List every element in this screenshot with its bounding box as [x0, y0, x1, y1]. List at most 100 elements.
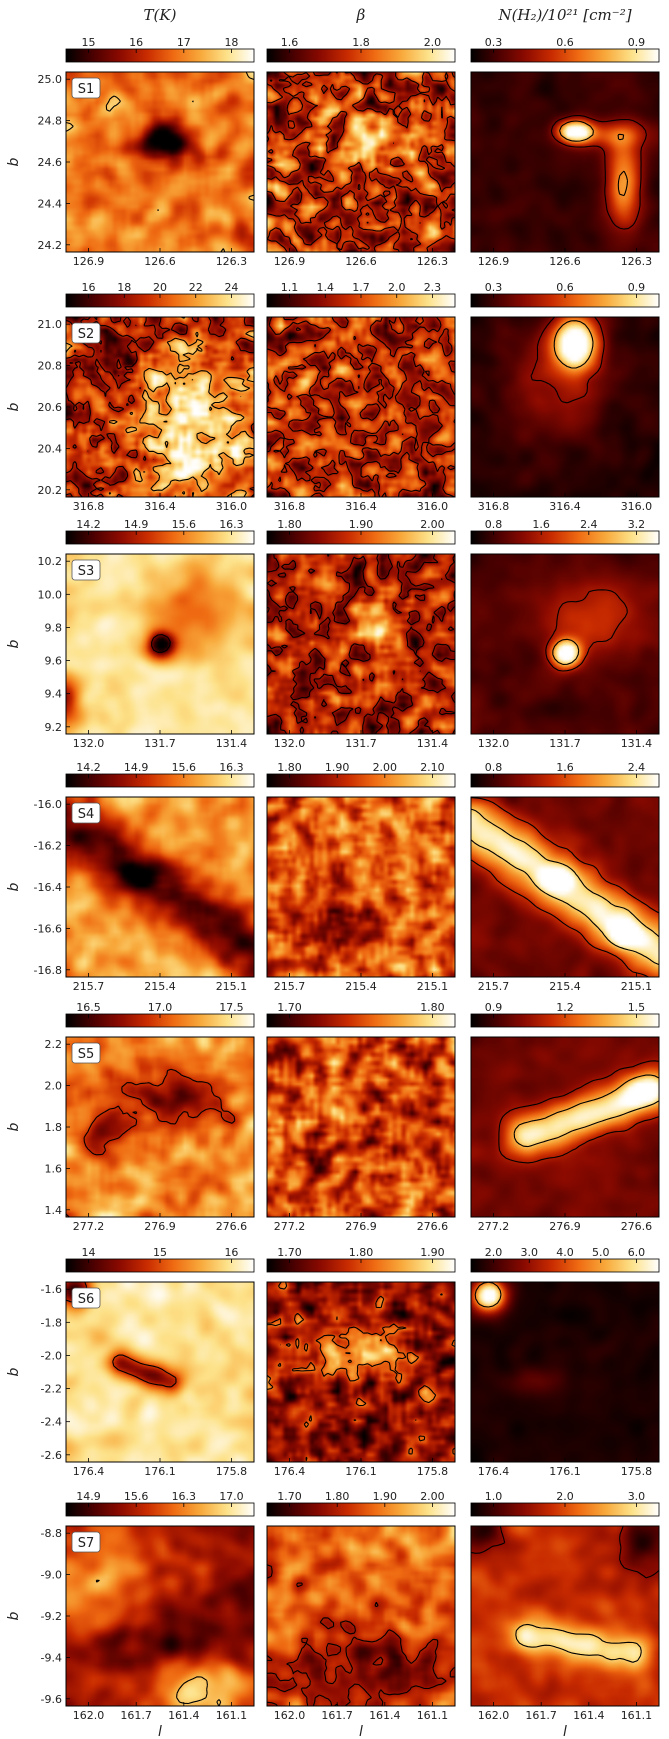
colorbar-tick-label: 5.0	[592, 1246, 610, 1259]
x-tick-label: 126.6	[345, 255, 377, 268]
contour-line	[65, 71, 255, 253]
y-tick-label: 9.2	[45, 721, 63, 734]
x-tick-label: 161.4	[168, 1709, 200, 1722]
y-tick-label: -16.0	[34, 798, 62, 811]
colorbar-tick-label: 0.9	[628, 36, 646, 49]
y-tick-label: 1.8	[45, 1121, 63, 1134]
colorbar-tick-label: 0.6	[556, 36, 574, 49]
x-tick-label: 276.9	[549, 1220, 581, 1233]
x-tick-label: 215.4	[549, 980, 581, 993]
y-tick-label: -9.4	[41, 1651, 62, 1664]
x-tick-label: 131.4	[216, 737, 248, 750]
y-tick-label: 9.4	[45, 688, 63, 701]
x-tick-label: 126.6	[549, 255, 581, 268]
y-tick-label: 20.4	[38, 442, 63, 455]
x-tick-label: 176.1	[549, 1465, 581, 1478]
colorbar-tick-label: 15.6	[172, 518, 197, 531]
source-label-box	[71, 802, 101, 824]
contour-line	[553, 320, 594, 369]
x-tick-label: 126.3	[621, 255, 653, 268]
x-tick-label: 161.1	[621, 1709, 653, 1722]
y-tick-label: 24.4	[38, 197, 63, 210]
source-label: S5	[78, 1047, 95, 1062]
y-tick-label: -9.2	[41, 1610, 62, 1623]
x-tick-label: 162.0	[73, 1709, 105, 1722]
y-tick-label: -1.6	[41, 1283, 62, 1296]
figure-row-s2: 16 18 20 22 24 316.8 316.4 316.0 21.0 20.8 20.6 20.…	[6, 281, 660, 513]
colorbar-tick-label: 2.4	[580, 518, 598, 531]
x-tick-label: 215.7	[274, 980, 306, 993]
figure-row-s5: 16.5 17.0 17.5 277.2 276.9 276.6 2.2 2.0 1.8 1.6 1…	[6, 1001, 660, 1233]
contour-line	[65, 316, 255, 498]
x-tick-label: 215.4	[144, 980, 176, 993]
y-tick-label: -2.0	[41, 1349, 62, 1362]
contour-line	[470, 1525, 660, 1579]
panel-s5-2: 1.70 1.80 277.2 276.9 276.6	[266, 1001, 456, 1233]
colorbar-tick-label: 16	[129, 36, 143, 49]
heatmap-image	[267, 72, 455, 252]
colorbar-tick-label: 17	[177, 36, 191, 49]
colorbar-tick-label: 2.3	[424, 281, 442, 294]
heatmap-image	[66, 317, 254, 497]
x-axis-label: l	[158, 1724, 162, 1739]
y-tick-label: 20.8	[38, 360, 63, 373]
x-tick-label: 132.0	[274, 737, 306, 750]
column-title-2: β	[356, 6, 366, 24]
y-tick-label: 1.6	[45, 1162, 63, 1175]
x-tick-label: 215.4	[345, 980, 377, 993]
colorbar-tick-label: 1.90	[373, 1490, 398, 1503]
x-axis-label: l	[563, 1724, 567, 1739]
colorbar-tick-label: 15	[82, 36, 96, 49]
colorbar-tick-label: 18	[224, 36, 238, 49]
heatmap-image	[267, 797, 455, 977]
x-tick-label: 276.9	[144, 1220, 176, 1233]
x-tick-label: 161.7	[321, 1709, 353, 1722]
x-tick-label: 176.1	[144, 1465, 176, 1478]
colorbar-tick-label: 1.7	[352, 281, 370, 294]
colorbar-tick-label: 2.0	[485, 1246, 503, 1259]
y-axis-label: b	[6, 639, 22, 648]
colorbar-tick-label: 16	[82, 281, 96, 294]
x-tick-label: 176.4	[478, 1465, 510, 1478]
x-tick-label: 316.8	[478, 500, 510, 513]
heatmap-image	[267, 1282, 455, 1462]
contour-line	[266, 316, 456, 498]
x-tick-label: 215.7	[73, 980, 105, 993]
heatmap-image	[471, 317, 659, 497]
colorbar-tick-label: 3.0	[521, 1246, 539, 1259]
heatmap-image	[66, 1037, 254, 1217]
colorbar-tick-label: 0.9	[485, 1001, 503, 1014]
x-tick-label: 161.1	[216, 1709, 248, 1722]
x-tick-label: 276.9	[345, 1220, 377, 1233]
y-tick-label: 20.6	[38, 401, 63, 414]
colorbar-tick-label: 1.4	[317, 281, 335, 294]
y-tick-label: 1.4	[45, 1204, 63, 1217]
panel-s7-1: 14.9 15.6 16.3 17.0 162.0 161.7 161.4 161.1 -8.8…	[6, 1490, 255, 1739]
x-tick-label: 316.8	[73, 500, 105, 513]
contour-line	[470, 808, 660, 966]
colorbar-tick-label: 15.6	[172, 761, 197, 774]
panel-s2-3: 0.3 0.6 0.9 316.8 316.4 316.0	[470, 281, 660, 513]
heatmap-image	[267, 1037, 455, 1217]
x-tick-label: 276.6	[417, 1220, 449, 1233]
colorbar-tick-label: 1.0	[485, 1490, 503, 1503]
x-tick-label: 131.7	[144, 737, 176, 750]
contour-line	[266, 1281, 456, 1461]
colorbar-tick-label: 14	[82, 1246, 96, 1259]
contour-line	[552, 638, 580, 665]
colorbar-tick-label: 18	[117, 281, 131, 294]
x-tick-label: 176.4	[73, 1465, 105, 1478]
colorbar-tick-label: 22	[189, 281, 203, 294]
panel-s6-2: 1.70 1.80 1.90 176.4 176.1 175.8	[266, 1246, 456, 1478]
x-tick-label: 161.7	[525, 1709, 557, 1722]
x-tick-label: 316.4	[345, 500, 377, 513]
colorbar-tick-label: 16.3	[219, 518, 244, 531]
colorbar-tick-label: 1.80	[420, 1001, 445, 1014]
y-tick-label: 20.2	[38, 484, 63, 497]
colorbar-tick-label: 1.80	[277, 761, 302, 774]
colorbar-tick-label: 1.80	[277, 518, 302, 531]
colorbar-tick-label: 1.70	[277, 1246, 302, 1259]
panel-s3-2: 1.80 1.90 2.00 132.0 131.7 131.4	[266, 518, 456, 750]
source-label: S4	[78, 807, 95, 822]
y-axis-label: b	[6, 1367, 22, 1376]
